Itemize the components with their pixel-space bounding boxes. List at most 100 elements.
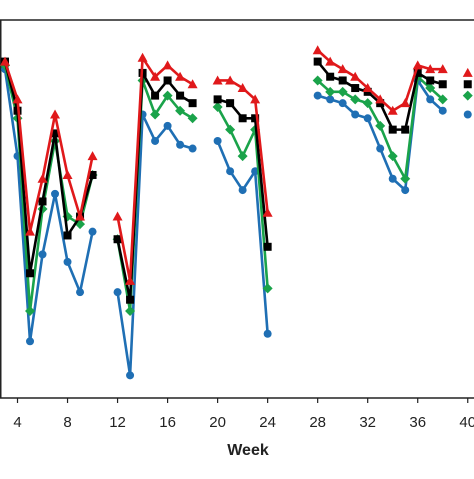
point bbox=[162, 60, 173, 70]
point bbox=[51, 129, 60, 138]
point bbox=[338, 99, 347, 108]
point bbox=[112, 211, 123, 221]
point bbox=[75, 211, 86, 221]
point bbox=[438, 80, 447, 89]
point bbox=[376, 144, 385, 153]
point bbox=[337, 64, 348, 74]
point bbox=[463, 80, 472, 89]
series-line bbox=[5, 65, 468, 311]
point bbox=[76, 288, 85, 297]
point bbox=[212, 75, 223, 85]
point bbox=[176, 91, 185, 100]
point bbox=[175, 71, 186, 81]
point bbox=[462, 90, 473, 101]
point bbox=[462, 67, 473, 77]
point bbox=[213, 136, 222, 145]
point bbox=[150, 71, 161, 81]
point bbox=[251, 114, 260, 123]
point bbox=[312, 75, 323, 86]
point bbox=[63, 257, 72, 266]
point bbox=[438, 106, 447, 115]
point bbox=[312, 45, 323, 55]
point bbox=[26, 337, 35, 346]
point bbox=[413, 68, 422, 77]
point bbox=[362, 83, 373, 93]
point bbox=[262, 283, 273, 294]
point bbox=[326, 72, 335, 81]
point bbox=[388, 174, 397, 183]
point bbox=[225, 124, 236, 135]
point bbox=[87, 151, 98, 161]
x-tick-label: 36 bbox=[409, 414, 426, 431]
point bbox=[412, 60, 423, 70]
x-tick-label: 24 bbox=[259, 414, 276, 431]
point bbox=[338, 76, 347, 85]
point bbox=[237, 83, 248, 93]
point bbox=[50, 109, 61, 119]
point bbox=[25, 306, 36, 317]
point bbox=[176, 140, 185, 149]
point bbox=[388, 125, 397, 134]
point bbox=[387, 105, 398, 115]
point bbox=[375, 94, 386, 104]
x-tick-label: 8 bbox=[63, 414, 71, 431]
point bbox=[137, 52, 148, 62]
point bbox=[51, 189, 60, 198]
point bbox=[238, 114, 247, 123]
point bbox=[26, 269, 35, 278]
point bbox=[263, 329, 272, 338]
x-tick-label: 20 bbox=[209, 414, 226, 431]
point bbox=[237, 151, 248, 162]
point bbox=[163, 76, 172, 85]
point bbox=[125, 306, 136, 317]
point bbox=[187, 113, 198, 124]
point bbox=[313, 91, 322, 100]
point bbox=[351, 84, 360, 93]
point bbox=[351, 110, 360, 119]
x-tick-label: 16 bbox=[159, 414, 176, 431]
point bbox=[362, 98, 373, 109]
point bbox=[38, 197, 47, 206]
point bbox=[163, 121, 172, 130]
point bbox=[437, 64, 448, 74]
point bbox=[387, 151, 398, 162]
point bbox=[326, 95, 335, 104]
point bbox=[375, 120, 386, 131]
point bbox=[226, 167, 235, 176]
point bbox=[425, 64, 436, 74]
point bbox=[63, 231, 72, 240]
point bbox=[0, 56, 11, 66]
point bbox=[463, 110, 472, 119]
point bbox=[437, 94, 448, 105]
point bbox=[401, 186, 410, 195]
point bbox=[162, 90, 173, 101]
point bbox=[113, 288, 122, 297]
point bbox=[188, 144, 197, 153]
point bbox=[38, 250, 47, 259]
point bbox=[175, 105, 186, 116]
point bbox=[151, 91, 160, 100]
point bbox=[13, 106, 22, 115]
point bbox=[150, 109, 161, 120]
point bbox=[88, 227, 97, 236]
point bbox=[337, 86, 348, 97]
point bbox=[213, 95, 222, 104]
point bbox=[126, 371, 135, 380]
point bbox=[325, 56, 336, 66]
point bbox=[263, 242, 272, 251]
x-tick-label: 12 bbox=[109, 414, 126, 431]
point bbox=[238, 186, 247, 195]
x-tick-label: 40 bbox=[459, 414, 474, 431]
point bbox=[62, 169, 73, 179]
x-tick-label: 28 bbox=[309, 414, 326, 431]
point bbox=[426, 76, 435, 85]
point bbox=[325, 86, 336, 97]
point bbox=[363, 114, 372, 123]
point bbox=[401, 125, 410, 134]
point bbox=[225, 75, 236, 85]
point bbox=[426, 95, 435, 104]
point bbox=[350, 94, 361, 105]
point bbox=[262, 207, 273, 217]
